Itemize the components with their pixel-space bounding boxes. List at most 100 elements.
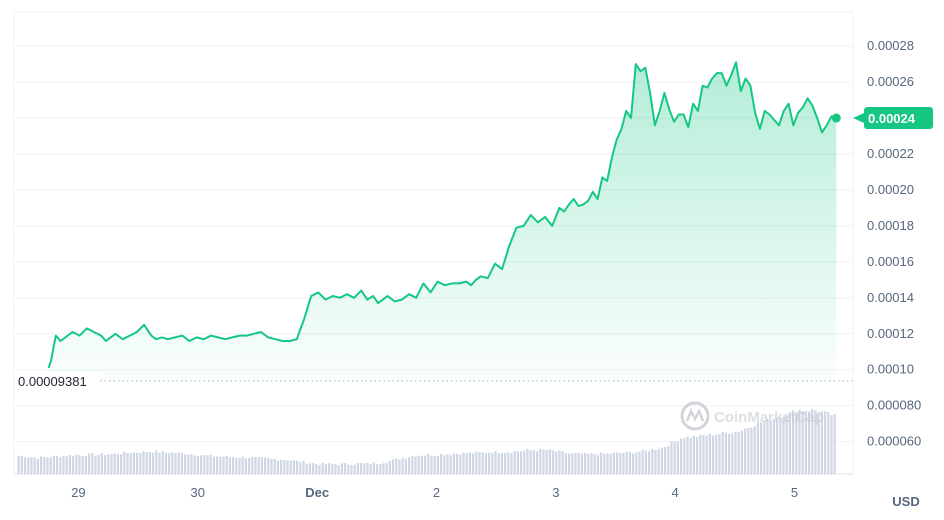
volume-bar	[56, 455, 59, 474]
volume-bar	[126, 453, 129, 474]
volume-bar	[571, 453, 574, 474]
volume-bar	[590, 453, 593, 474]
volume-bar	[158, 452, 161, 474]
volume-bar	[65, 456, 68, 474]
volume-bar	[49, 457, 52, 474]
volume-bar	[612, 452, 615, 474]
volume-bar	[724, 432, 727, 474]
volume-bar	[664, 447, 667, 474]
volume-bar	[609, 453, 612, 474]
volume-bar	[641, 450, 644, 474]
volume-bar	[110, 453, 113, 474]
volume-bar	[584, 452, 587, 474]
volume-bar	[606, 453, 609, 474]
volume-bar	[657, 449, 660, 474]
volume-bar	[337, 465, 340, 474]
volume-bar	[456, 453, 459, 474]
volume-bar	[216, 456, 219, 474]
volume-bar	[27, 457, 30, 474]
volume-bar	[33, 457, 36, 474]
current-price-badge	[864, 107, 933, 130]
volume-bar	[619, 453, 622, 474]
volume-bar	[632, 453, 635, 474]
volume-bar	[225, 455, 228, 474]
volume-bar	[91, 453, 94, 474]
volume-bar	[628, 451, 631, 474]
volume-bar	[699, 434, 702, 474]
volume-bar	[552, 450, 555, 474]
volume-bar	[795, 412, 798, 474]
volume-bar	[260, 457, 263, 474]
volume-bar	[388, 460, 391, 474]
volume-bar	[139, 453, 142, 474]
volume-bar	[625, 451, 628, 474]
volume-bar	[353, 464, 356, 474]
volume-bar	[635, 452, 638, 474]
volume-bar	[523, 450, 526, 474]
volume-bar	[379, 464, 382, 474]
volume-bar	[152, 452, 155, 474]
volume-bar	[312, 463, 315, 474]
volume-bar	[756, 422, 759, 474]
volume-bar	[494, 450, 497, 474]
volume-bar	[78, 455, 81, 474]
volume-bar	[46, 457, 49, 474]
volume-bar	[763, 421, 766, 474]
volume-bar	[462, 452, 465, 474]
volume-bar	[779, 417, 782, 474]
current-price-dot	[831, 113, 841, 123]
volume-bar	[94, 455, 97, 474]
volume-bar	[424, 455, 427, 474]
volume-bar	[683, 438, 686, 474]
volume-bar	[180, 452, 183, 474]
volume-bar	[254, 457, 257, 474]
volume-bar	[75, 454, 78, 474]
volume-bar	[696, 437, 699, 474]
volume-bar	[321, 462, 324, 474]
volume-bar	[427, 454, 430, 474]
volume-bar	[408, 457, 411, 474]
volume-bar	[62, 456, 65, 474]
volume-bar	[686, 436, 689, 474]
volume-bar	[270, 458, 273, 474]
volume-bar	[129, 453, 132, 474]
volume-bar	[184, 454, 187, 474]
x-tick-label: 5	[791, 485, 798, 500]
volume-bar	[529, 450, 532, 474]
volume-bar	[136, 452, 139, 474]
baseline-label: 0.00009381	[18, 374, 87, 389]
y-tick-label: 0.000060	[867, 434, 921, 449]
y-tick-label: 0.00022	[867, 146, 914, 161]
volume-bar	[177, 452, 180, 474]
volume-bar	[766, 418, 769, 474]
volume-bar	[545, 450, 548, 474]
volume-bar	[555, 451, 558, 474]
volume-bar	[446, 454, 449, 474]
volume-bar	[267, 458, 270, 474]
volume-bar	[52, 455, 55, 474]
volume-bar	[363, 463, 366, 474]
volume-bar	[187, 454, 190, 474]
x-tick-label: Dec	[305, 485, 329, 500]
volume-bar	[433, 455, 436, 474]
volume-bar	[289, 460, 292, 474]
volume-bar	[491, 453, 494, 474]
price-area	[48, 62, 837, 381]
volume-bar	[132, 452, 135, 474]
volume-bar	[238, 458, 241, 474]
volume-bar	[481, 452, 484, 474]
volume-bar	[145, 452, 148, 474]
volume-series	[17, 409, 836, 474]
volume-bar	[721, 431, 724, 474]
volume-bar	[148, 452, 151, 474]
volume-bar	[558, 450, 561, 474]
volume-bar	[315, 463, 318, 474]
volume-bar	[459, 454, 462, 474]
volume-bar	[302, 460, 305, 474]
volume-bar	[798, 410, 801, 474]
volume-bar	[769, 421, 772, 474]
volume-bar	[574, 453, 577, 474]
volume-bar	[331, 463, 334, 474]
volume-bar	[40, 456, 43, 474]
